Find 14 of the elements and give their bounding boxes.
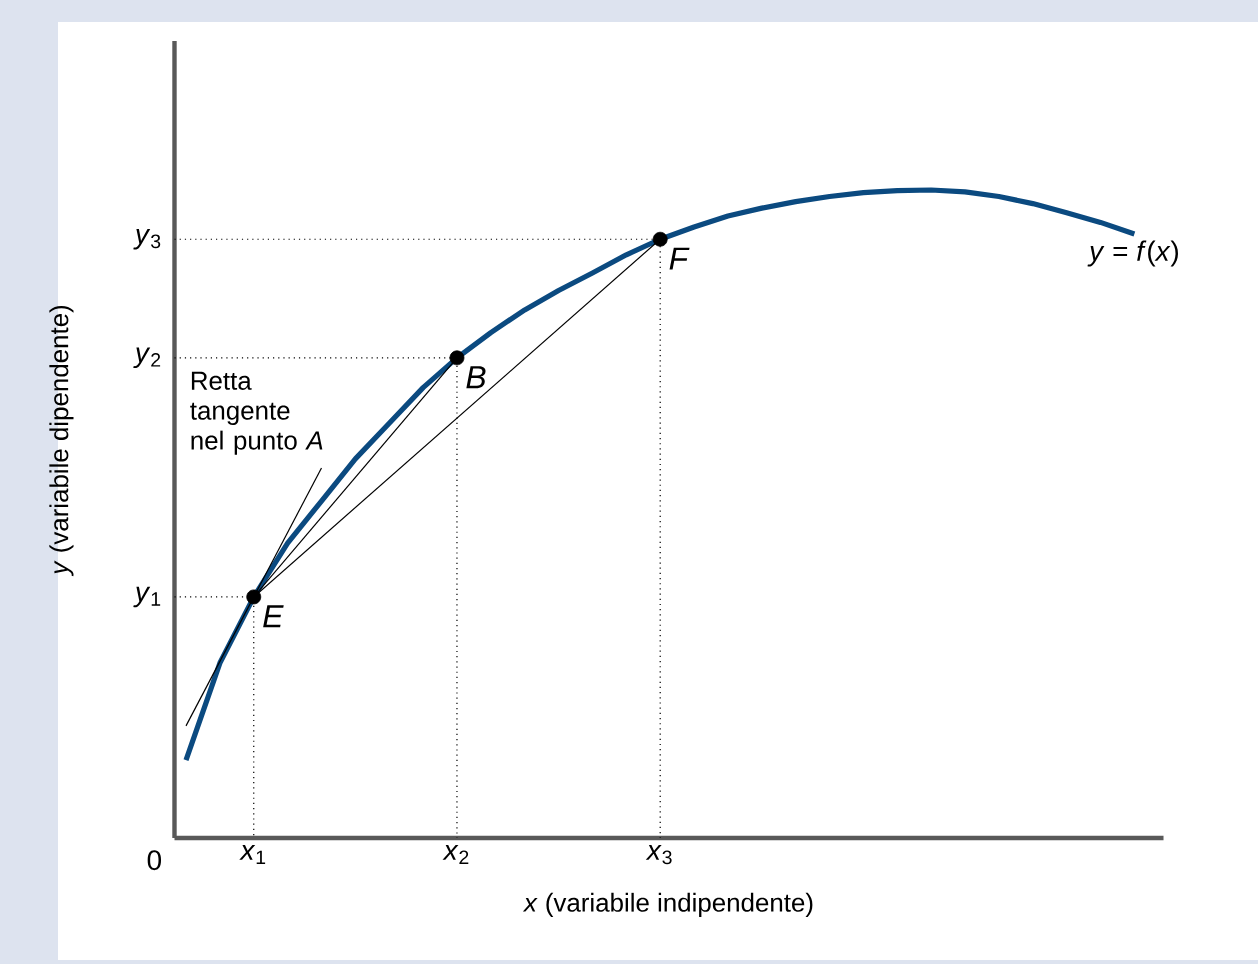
text: y$_{2}$ (133, 347, 161, 369)
annotation: E (263, 605, 284, 628)
x-tick-label: x$_{3}$ (645, 845, 672, 865)
x-tick-label: x$_{1}$ (239, 845, 266, 865)
x-axis-title: x (variabile indipendente) (522, 892, 813, 917)
y-axis-title: y (variabile dipendente) (49, 305, 74, 577)
text: y$_{1}$ (133, 586, 161, 608)
x-tick-label: x$_{2}$ (442, 845, 469, 865)
annotation: B (466, 366, 486, 389)
text: 0 (147, 850, 162, 871)
text: y$_{3}$ (133, 228, 161, 250)
series-label: y = f(x) (1087, 240, 1178, 267)
annotation: F (669, 247, 690, 270)
annotation: Retta tangente nel punto A (190, 371, 323, 455)
